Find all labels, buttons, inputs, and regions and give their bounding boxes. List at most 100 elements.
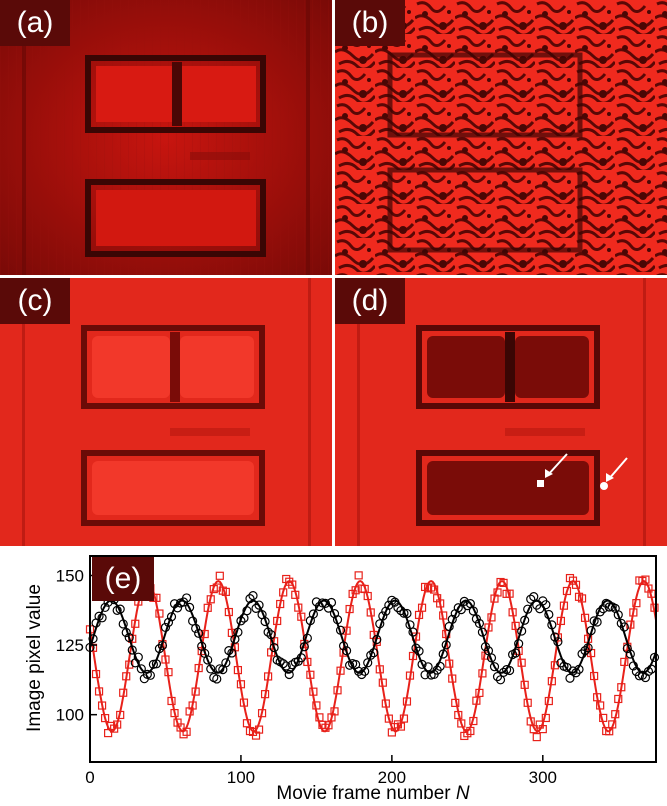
data-point-square [182,727,191,736]
panel-a-label: (a) [0,0,70,46]
data-point-circle [553,637,563,647]
data-point-square [378,678,387,687]
data-point-circle [266,630,276,640]
data-point-square [626,620,635,629]
x-tick-label: 300 [529,768,557,787]
data-point-square [580,613,590,622]
data-point-square [224,607,233,617]
data-point-circle [191,623,201,634]
data-point-square [131,619,140,628]
data-point-circle [583,643,593,653]
data-point-square [505,589,514,598]
data-point-circle [203,655,213,665]
data-point-circle [236,616,246,626]
data-point-square [451,698,460,707]
data-point-square [399,714,409,723]
data-point-circle [514,639,524,649]
data-point-square [276,599,285,609]
data-point-circle [396,605,406,616]
data-point-circle [393,602,403,613]
axis-ticks: 0 100 200 300 100 125 150 [56,566,557,787]
data-point-circle [299,642,309,652]
data-point-circle [414,646,424,656]
data-point-square [439,611,448,620]
data-point-square [529,725,538,734]
data-point-square [116,710,125,720]
data-point-square [493,588,502,597]
data-point-circle [486,653,497,663]
data-point-square [562,586,572,596]
data-point-circle [541,600,551,610]
data-point-circle [477,627,488,637]
data-point-circle [408,627,418,637]
data-point-square [608,720,617,729]
data-point-circle [97,613,107,623]
data-point-square [538,725,547,734]
y-axis-label: Image pixel value [24,584,45,732]
data-point-square [593,693,602,702]
data-point-circle [311,597,321,607]
data-point-circle [260,616,270,627]
data-point-circle [628,661,638,671]
data-point-square [544,696,553,706]
x-axis-label: Movie frame number N [276,783,470,804]
pixel-value-chart: 0 100 200 300 100 125 150 Image pixel value Mo… [24,555,660,804]
data-point-circle [580,646,590,656]
data-point-square [306,670,315,679]
data-point-circle [625,649,635,659]
data-point-square [454,710,463,720]
data-point-square [445,659,454,668]
data-point-square [469,716,478,726]
x-tick-label: 200 [378,768,406,787]
data-point-square [351,586,360,595]
data-point-circle [360,666,370,676]
data-point-square [125,660,134,669]
data-point-square [279,588,288,597]
data-point-circle [468,606,478,616]
data-point-circle [163,617,174,627]
data-point-square [330,707,339,716]
data-point-square [384,714,393,723]
data-point-square [203,603,212,612]
data-point-square [239,698,249,707]
data-point-square [599,713,608,723]
data-point-circle [151,659,162,669]
data-point-square [155,609,164,618]
data-point-square [161,655,170,664]
data-point-circle [417,659,427,669]
data-point-circle [133,652,143,662]
data-point-circle [157,640,168,651]
data-point-square [586,648,596,658]
data-point-square [614,694,623,704]
data-point-square [508,608,517,617]
plot-marks [85,571,660,742]
data-point-circle [441,640,451,650]
data-point-circle [308,609,318,619]
data-point-square [97,701,107,710]
data-point-square [596,701,605,710]
data-point-square [478,669,487,678]
data-point-circle [121,627,131,638]
arrow-head-1 [545,469,553,478]
data-point-square [487,613,496,622]
data-point-circle [523,604,533,614]
data-point-square [556,616,566,626]
data-point-square [122,672,131,681]
data-point-circle [221,658,231,668]
arrow-head-2 [606,473,614,482]
data-point-circle [447,614,457,624]
data-point-circle [598,604,608,614]
data-point-circle [604,602,614,612]
data-point-circle [145,670,155,680]
data-point-square [100,713,110,723]
data-point-square [408,651,418,661]
data-point-square [466,726,475,736]
data-point-circle [127,645,137,655]
data-point-circle [511,648,521,658]
data-point-square [448,674,457,683]
data-point-square [215,571,224,580]
data-point-circle [544,609,554,620]
data-point-circle [399,608,409,618]
data-point-circle [357,669,367,680]
data-point-square [402,697,412,706]
